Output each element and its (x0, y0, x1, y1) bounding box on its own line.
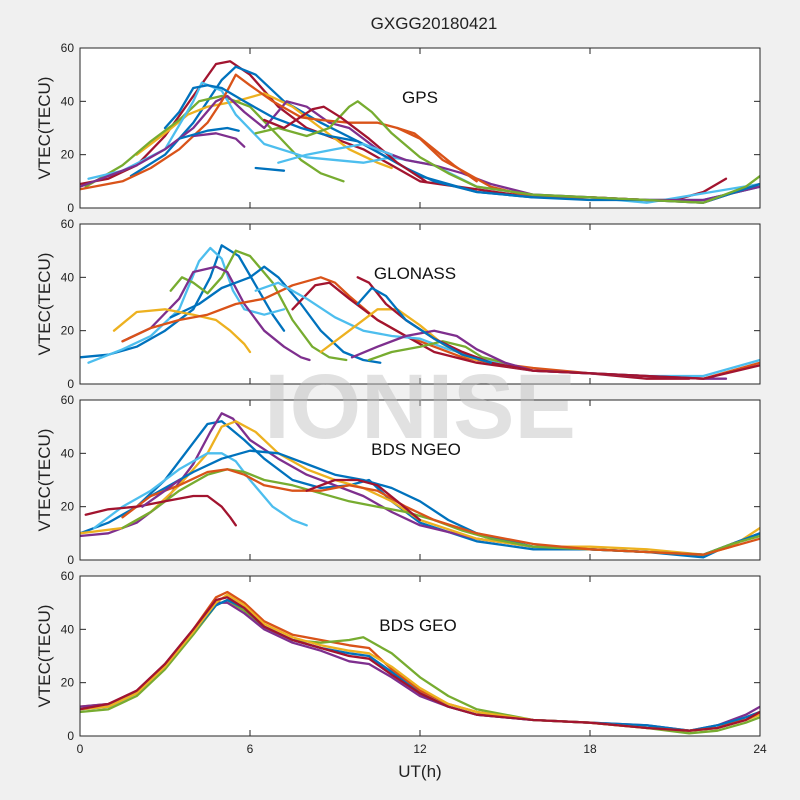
series-line-12 (254, 166, 286, 172)
series-group (80, 412, 760, 559)
series-line-14 (356, 286, 492, 364)
series-line-8 (84, 494, 237, 527)
panel-label: BDS GEO (379, 616, 456, 635)
panel-label: BDS NGEO (371, 440, 461, 459)
series-line-8 (163, 84, 760, 204)
chart-title: GXGG20180421 (371, 14, 498, 33)
series-group (80, 244, 760, 380)
series-line-11 (396, 126, 478, 183)
y-tick-label: 40 (61, 446, 75, 460)
x-tick-label: 12 (413, 742, 427, 756)
series-line-3 (169, 249, 348, 362)
series-line-6 (112, 308, 252, 354)
plot-area (80, 576, 760, 736)
panel-label: GLONASS (374, 264, 456, 283)
series-line-5 (169, 265, 382, 364)
series-line-13 (277, 142, 393, 164)
plot-area (80, 48, 760, 208)
y-tick-label: 20 (61, 148, 75, 162)
series-line-1 (80, 244, 286, 359)
series-line-9 (305, 478, 422, 522)
panel-bds-geo: 0 20 40 60 0 6 12 18 24 VTEC(TECU) BDS GEO (35, 569, 767, 756)
y-tick-label: 20 (61, 324, 75, 338)
plot-area (80, 224, 760, 384)
y-tick-label: 20 (61, 676, 75, 690)
y-tick-label: 40 (61, 94, 75, 108)
y-tick-label: 0 (67, 377, 74, 391)
x-tick-label: 0 (77, 742, 84, 756)
y-axis-label: VTEC(TECU) (35, 605, 54, 708)
y-tick-label: 60 (61, 569, 75, 583)
y-axis-label: VTEC(TECU) (35, 429, 54, 532)
series-line-14 (192, 132, 246, 148)
series-line-3 (135, 92, 393, 170)
series-line-4 (93, 452, 308, 530)
series-line-11 (367, 340, 507, 364)
series-line-9 (254, 100, 760, 204)
series-line-4 (121, 265, 311, 362)
y-tick-label: 0 (67, 553, 74, 567)
panel-label: GPS (402, 88, 438, 107)
x-tick-label: 6 (247, 742, 254, 756)
x-axis-label: UT(h) (398, 762, 441, 781)
series-line-10 (263, 105, 427, 183)
series-line-7 (121, 468, 760, 556)
panel-gps: 0 20 40 60 VTEC(TECU) GPS (35, 41, 761, 215)
series-line-15 (178, 126, 240, 140)
y-tick-label: 40 (61, 622, 75, 636)
panel-glonass: 0 20 40 60 VTEC(TECU) GLONASS (35, 217, 761, 391)
y-axis-label: VTEC(TECU) (35, 77, 54, 180)
y-tick-label: 40 (61, 270, 75, 284)
series-line-4 (84, 94, 345, 188)
y-tick-label: 60 (61, 217, 75, 231)
y-axis-label: VTEC(TECU) (35, 253, 54, 356)
y-tick-label: 20 (61, 500, 75, 514)
y-tick-label: 0 (67, 201, 74, 215)
x-tick-label: 18 (583, 742, 597, 756)
y-tick-label: 60 (61, 41, 75, 55)
watermark: IONISE (264, 356, 576, 458)
series-line-13 (356, 276, 760, 380)
series-group (80, 60, 760, 204)
series-line-6 (80, 596, 760, 732)
y-tick-label: 0 (67, 729, 74, 743)
y-tick-label: 60 (61, 393, 75, 407)
plot-area (80, 400, 760, 560)
series-group (80, 590, 760, 735)
x-tick-label: 24 (753, 742, 767, 756)
series-line-10 (141, 478, 181, 508)
panel-bds-ngeo: 0 20 40 60 VTEC(TECU) BDS NGEO (35, 393, 761, 567)
